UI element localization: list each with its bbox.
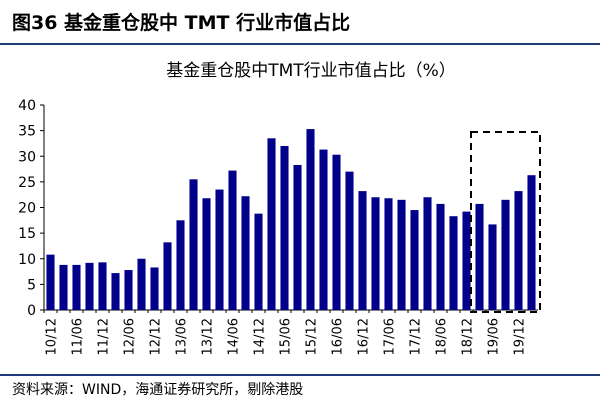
x-tick-label: 12/12 [149, 318, 164, 355]
bar [319, 149, 328, 310]
y-tick-label: 0 [27, 303, 36, 319]
bar [410, 210, 419, 310]
chart-title: 基金重仓股中TMT行业市值占比（%） [166, 61, 456, 81]
x-tick-label: 17/12 [409, 318, 424, 355]
y-tick-label: 15 [18, 226, 36, 242]
bar [527, 175, 536, 310]
x-tick-label: 10/12 [45, 318, 60, 355]
bar [488, 224, 497, 310]
bar [462, 211, 471, 310]
bar [189, 179, 198, 310]
x-tick-label: 14/12 [253, 318, 268, 355]
bar [98, 262, 107, 310]
y-tick-label: 40 [18, 98, 36, 114]
source-note: 资料来源：WIND，海通证券研究所，剔除港股 [12, 382, 304, 398]
bar [514, 191, 523, 310]
x-tick-label: 14/06 [227, 318, 242, 355]
y-tick-label: 30 [18, 149, 36, 165]
footer-rule [0, 374, 600, 376]
y-tick-label: 25 [18, 175, 36, 191]
bar [215, 189, 224, 310]
x-tick-label: 13/12 [201, 318, 216, 355]
bar [345, 171, 354, 311]
bar [280, 146, 289, 310]
x-tick-label: 19/06 [487, 318, 502, 355]
x-tick-label: 18/06 [435, 318, 450, 355]
bar [176, 220, 185, 310]
highlight-box [470, 131, 541, 313]
header-rule [0, 43, 600, 45]
bar [267, 138, 276, 310]
bar [384, 198, 393, 310]
bar [72, 264, 81, 310]
bar [254, 213, 263, 310]
bar-chart: 基金重仓股中TMT行业市值占比（%） 0 5 10 15 20 25 30 35 40 10/12 1… [18, 61, 541, 355]
x-tick-label: 19/12 [513, 318, 528, 355]
bar [163, 242, 172, 310]
bar [111, 273, 120, 310]
bar [332, 154, 341, 310]
bar [202, 198, 211, 310]
bar [124, 270, 133, 310]
bar [46, 254, 55, 310]
figure-title: 图36 基金重仓股中 TMT 行业市值占比 [12, 12, 351, 34]
bar [228, 170, 237, 310]
chart-container: 基金重仓股中TMT行业市值占比（%） 0 5 10 15 20 25 30 35 40 10/12 1… [0, 46, 600, 372]
bar [397, 199, 406, 310]
bar [293, 164, 302, 310]
bar [241, 196, 250, 310]
bar [358, 191, 367, 310]
bar [137, 258, 146, 310]
bar [306, 129, 315, 310]
bar [150, 267, 159, 310]
x-tick-label: 12/06 [123, 318, 138, 355]
x-tick-label: 16/06 [331, 318, 346, 355]
x-tick-label: 17/06 [383, 318, 398, 355]
x-tick-label: 18/12 [461, 318, 476, 355]
y-tick-label: 5 [27, 277, 36, 293]
bar [59, 264, 68, 310]
x-tick-label: 16/12 [357, 318, 372, 355]
bar [449, 216, 458, 310]
bar [436, 203, 445, 310]
bar [85, 262, 94, 310]
bar [475, 203, 484, 310]
x-tick-label: 15/06 [279, 318, 294, 355]
bar [501, 199, 510, 310]
x-tick-label: 11/06 [71, 318, 86, 355]
bar [371, 197, 380, 310]
x-tick-label: 11/12 [97, 318, 112, 355]
y-tick-label: 35 [18, 124, 36, 140]
figure-header: 图36 基金重仓股中 TMT 行业市值占比 [0, 0, 600, 44]
y-tick-label: 10 [18, 252, 36, 268]
x-tick-label: 13/06 [175, 318, 190, 355]
x-tick-label: 15/12 [305, 318, 320, 355]
y-tick-label: 20 [18, 201, 36, 217]
bar [423, 197, 432, 310]
